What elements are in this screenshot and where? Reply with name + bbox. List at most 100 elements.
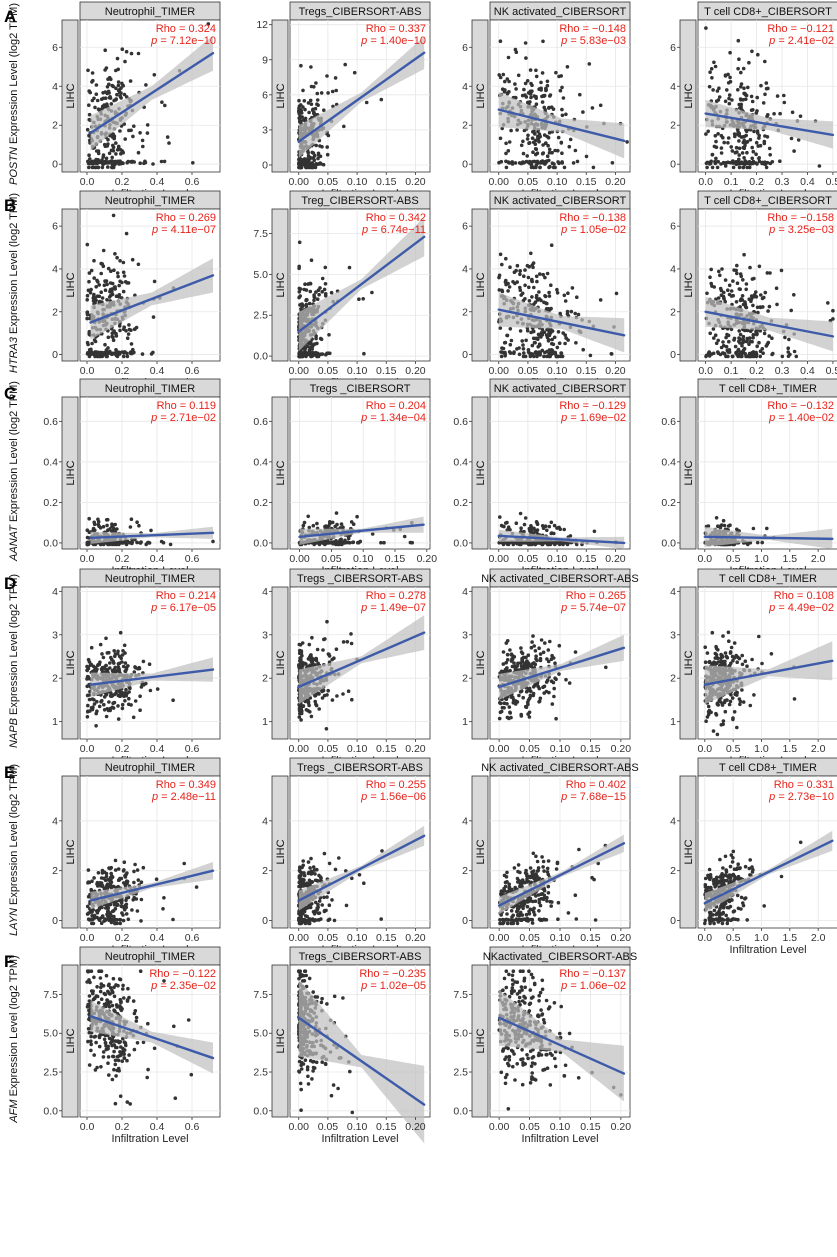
y-tick-label: 0.2	[661, 497, 676, 509]
data-point	[528, 100, 532, 104]
data-point	[309, 65, 313, 69]
data-point	[576, 312, 581, 317]
data-point	[746, 85, 750, 90]
y-axis-gene: LAYN	[8, 908, 20, 936]
rho-value: Rho = −0.148	[559, 23, 626, 35]
panel-title: NK activated_CIBERSORT	[494, 6, 627, 18]
data-point	[87, 153, 91, 157]
data-point	[101, 264, 106, 269]
data-point	[498, 515, 502, 519]
data-point	[94, 149, 99, 153]
data-point	[111, 338, 116, 343]
data-point	[500, 262, 504, 267]
data-point	[719, 345, 724, 350]
data-point	[506, 525, 511, 529]
data-point	[121, 691, 125, 696]
data-point	[133, 327, 137, 331]
data-point	[762, 331, 767, 336]
data-point	[92, 258, 96, 263]
data-point	[798, 114, 803, 118]
data-point	[93, 105, 97, 110]
x-tick-label: 0.20	[611, 743, 632, 755]
data-point	[312, 85, 316, 89]
data-point	[733, 150, 738, 155]
tumor-strip	[679, 19, 697, 173]
y-tick-label: 2	[52, 673, 58, 685]
tumor-label: LIHC	[65, 650, 77, 675]
data-point	[299, 649, 304, 653]
data-point	[545, 79, 550, 84]
data-point	[715, 89, 720, 93]
data-point	[739, 82, 744, 86]
p-number: = 4.11e−07	[158, 224, 216, 236]
data-point	[704, 161, 709, 166]
data-point	[719, 162, 723, 166]
data-point	[121, 270, 126, 275]
data-point	[104, 156, 109, 161]
data-point	[549, 283, 553, 288]
p-number: = 1.69e−02	[567, 412, 626, 424]
x-tick-label: 0.15	[576, 176, 597, 188]
data-point	[756, 144, 761, 148]
data-point	[108, 661, 112, 665]
x-tick-label: 0.00	[289, 553, 310, 565]
data-point	[315, 521, 319, 526]
data-point	[504, 660, 509, 665]
data-point	[714, 516, 719, 520]
y-tick-label: 4	[670, 263, 676, 275]
data-point	[301, 88, 305, 93]
data-point	[545, 271, 550, 276]
data-point	[321, 162, 326, 167]
data-point	[538, 165, 542, 170]
data-point	[540, 71, 545, 75]
y-tick-label: 6	[262, 89, 268, 101]
data-point	[136, 51, 141, 56]
data-point	[737, 146, 742, 151]
x-tick-label: 0.15	[376, 365, 397, 377]
data-point	[139, 540, 143, 544]
data-point	[498, 326, 503, 330]
data-point	[760, 296, 765, 301]
data-point	[527, 299, 532, 303]
p-value: p = 6.17e−05	[150, 602, 216, 614]
p-symbol: p	[150, 35, 157, 47]
data-point	[710, 152, 715, 157]
data-point	[762, 162, 767, 166]
data-point	[547, 158, 551, 163]
data-point	[752, 293, 757, 297]
data-point	[718, 273, 722, 278]
data-point	[125, 336, 130, 341]
data-point	[141, 144, 145, 149]
x-tick-label: 0.00	[489, 365, 510, 377]
data-point	[520, 339, 524, 343]
data-point	[114, 152, 118, 156]
data-point	[761, 101, 766, 105]
data-point	[547, 294, 552, 298]
data-point	[713, 64, 718, 69]
data-point	[102, 160, 107, 164]
y-tick-label: 4	[670, 81, 676, 93]
data-point	[505, 639, 510, 643]
data-point	[517, 693, 521, 698]
data-point	[751, 149, 756, 154]
tumor-label: LIHC	[475, 272, 487, 297]
data-point	[297, 161, 302, 165]
data-point	[547, 106, 551, 110]
data-point	[124, 329, 128, 333]
data-point	[92, 96, 96, 101]
data-point	[86, 159, 90, 164]
data-point	[757, 340, 761, 345]
data-point	[297, 705, 302, 710]
data-point	[757, 136, 761, 140]
data-point	[727, 292, 732, 297]
data-point	[504, 282, 508, 287]
data-point	[94, 285, 98, 289]
data-point	[299, 103, 303, 107]
data-point	[738, 298, 743, 303]
data-point	[531, 265, 535, 270]
data-point	[514, 87, 518, 91]
data-point	[351, 540, 356, 544]
data-point	[527, 710, 532, 715]
data-point	[109, 293, 113, 298]
